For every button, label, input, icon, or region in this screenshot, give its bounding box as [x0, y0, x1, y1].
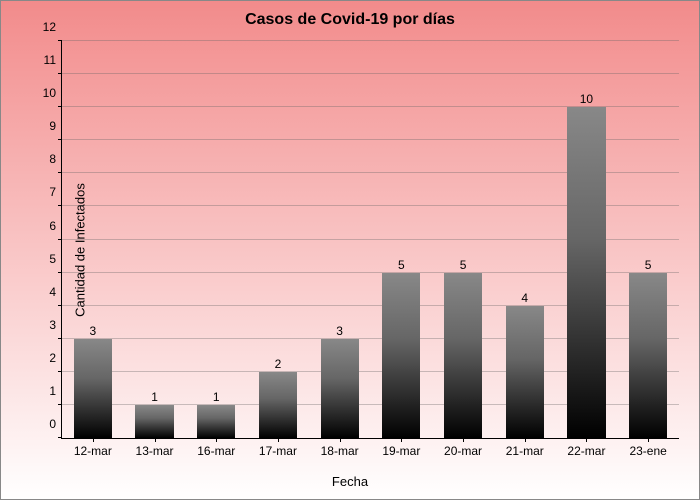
xtick-label: 18-mar: [321, 438, 359, 458]
xtick-label: 17-mar: [259, 438, 297, 458]
bar-value-label: 4: [521, 291, 528, 306]
bar-value-label: 2: [275, 357, 282, 372]
ytick-label: 5: [37, 252, 62, 266]
chart-container: Casos de Covid-19 por días Cantidad de I…: [0, 0, 700, 500]
ytick-mark: [58, 305, 62, 306]
ytick-mark: [58, 437, 62, 438]
xtick-label: 22-mar: [567, 438, 605, 458]
bar: 5: [382, 273, 420, 438]
bar: 5: [629, 273, 667, 438]
ytick-mark: [58, 139, 62, 140]
ytick-label: 6: [37, 219, 62, 233]
xtick-label: 21-mar: [506, 438, 544, 458]
ytick-label: 7: [37, 185, 62, 199]
ytick-mark: [58, 40, 62, 41]
ytick-label: 4: [37, 285, 62, 299]
bar: 10: [567, 107, 605, 438]
ytick-label: 0: [37, 417, 62, 431]
bar-value-label: 5: [460, 258, 467, 273]
ytick-label: 10: [37, 86, 62, 100]
bar-value-label: 5: [398, 258, 405, 273]
ytick-label: 1: [37, 384, 62, 398]
ytick-mark: [58, 371, 62, 372]
bar: 4: [506, 306, 544, 438]
ytick-label: 9: [37, 119, 62, 133]
xtick-label: 20-mar: [444, 438, 482, 458]
ytick-mark: [58, 338, 62, 339]
ytick-label: 2: [37, 351, 62, 365]
x-axis-label: Fecha: [1, 474, 699, 489]
ytick-mark: [58, 205, 62, 206]
gridline: [62, 40, 679, 41]
bar: 1: [135, 405, 173, 438]
gridline: [62, 73, 679, 74]
xtick-label: 16-mar: [197, 438, 235, 458]
bar: 3: [321, 339, 359, 438]
bar-value-label: 3: [90, 324, 97, 339]
ytick-mark: [58, 239, 62, 240]
bar-value-label: 5: [645, 258, 652, 273]
bar: 3: [74, 339, 112, 438]
bar: 2: [259, 372, 297, 438]
ytick-label: 11: [37, 53, 62, 67]
chart-title: Casos de Covid-19 por días: [1, 11, 699, 29]
xtick-label: 12-mar: [74, 438, 112, 458]
bar-value-label: 10: [580, 92, 593, 107]
xtick-label: 19-mar: [382, 438, 420, 458]
bar: 1: [197, 405, 235, 438]
ytick-mark: [58, 404, 62, 405]
xtick-label: 13-mar: [136, 438, 174, 458]
ytick-mark: [58, 106, 62, 107]
ytick-label: 12: [37, 20, 62, 34]
plot-area: 0123456789101112312-mar113-mar116-mar217…: [61, 41, 679, 439]
bar-value-label: 1: [151, 390, 158, 405]
bar: 5: [444, 273, 482, 438]
bar-value-label: 3: [336, 324, 343, 339]
bar-value-label: 1: [213, 390, 220, 405]
ytick-mark: [58, 272, 62, 273]
ytick-mark: [58, 73, 62, 74]
xtick-label: 23-ene: [629, 438, 666, 458]
ytick-label: 3: [37, 318, 62, 332]
ytick-mark: [58, 172, 62, 173]
ytick-label: 8: [37, 152, 62, 166]
